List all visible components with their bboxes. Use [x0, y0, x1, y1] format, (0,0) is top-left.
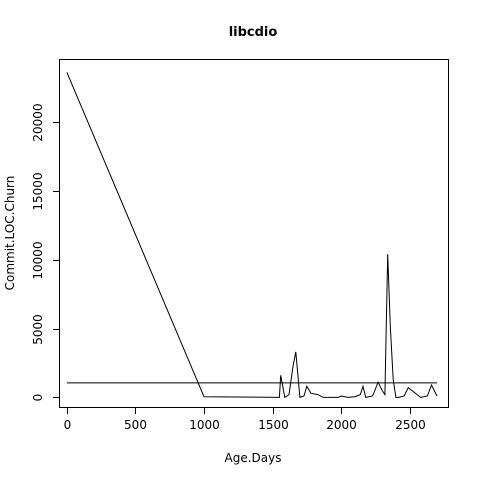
x-axis-label: Age.Days	[225, 451, 282, 465]
y-axis-ticks: 0 5000 10000 15000 20000	[31, 103, 60, 401]
y-tick-label: 20000	[31, 103, 45, 141]
plot-frame	[59, 59, 449, 408]
y-tick-label: 5000	[31, 314, 45, 345]
x-tick-label: 1000	[189, 418, 220, 432]
data-series	[66, 72, 438, 399]
x-tick-label: 1500	[258, 418, 289, 432]
x-tick-label: 500	[124, 418, 147, 432]
chart-title: libcdio	[229, 25, 278, 40]
y-tick-label: 0	[31, 394, 45, 402]
series-line-1	[66, 72, 438, 399]
y-tick-label: 15000	[31, 172, 45, 210]
x-tick-label: 0	[64, 418, 72, 432]
y-axis-label: Commit.LOC.Churn	[3, 176, 17, 291]
x-axis-ticks: 0 500 1000 1500 2000 2500	[64, 407, 426, 432]
x-tick-label: 2000	[326, 418, 357, 432]
x-tick-label: 2500	[395, 418, 426, 432]
y-tick-label: 10000	[31, 241, 45, 279]
